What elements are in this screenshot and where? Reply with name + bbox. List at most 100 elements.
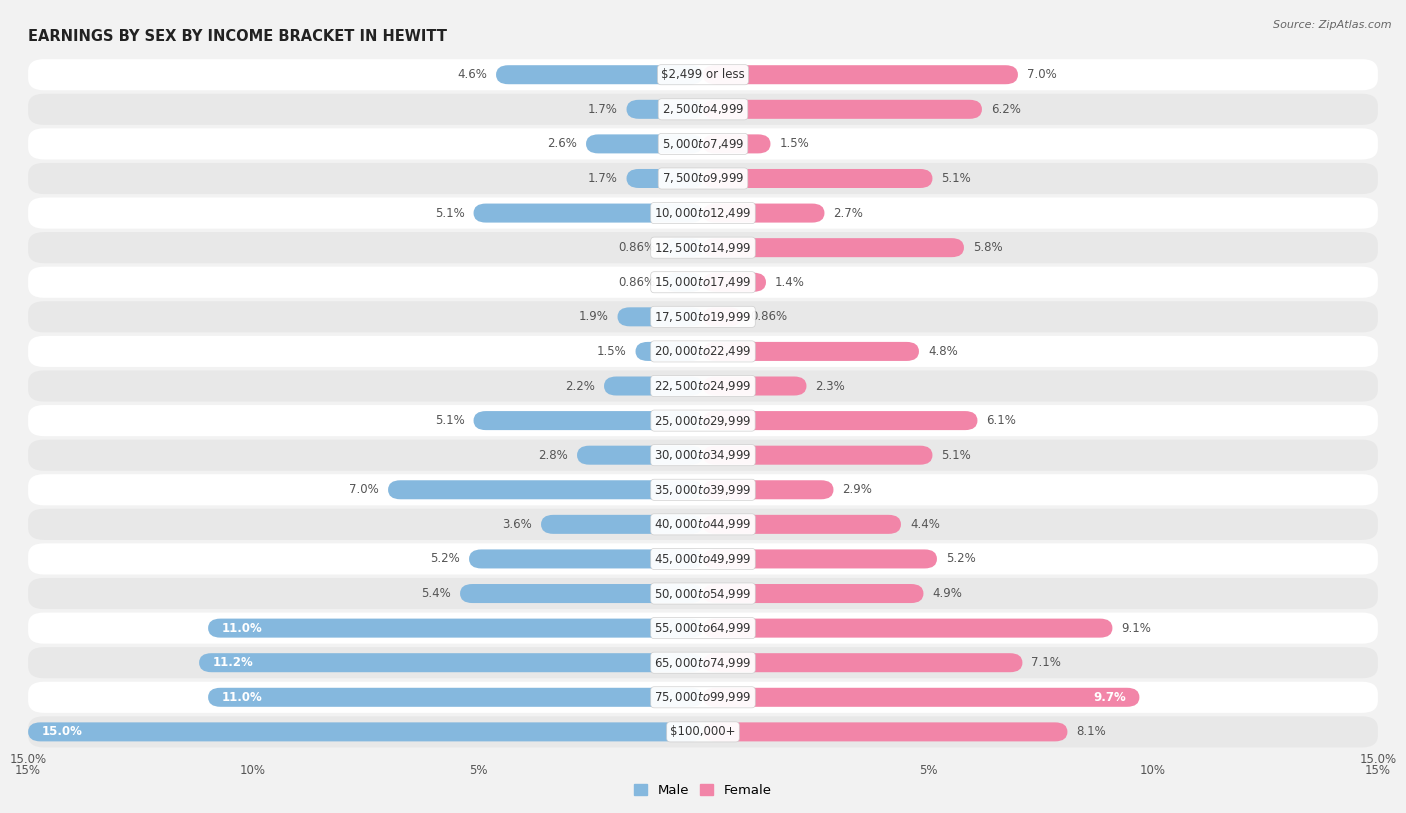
FancyBboxPatch shape: [617, 307, 703, 326]
FancyBboxPatch shape: [664, 238, 703, 257]
FancyBboxPatch shape: [703, 134, 770, 154]
FancyBboxPatch shape: [576, 446, 703, 465]
FancyBboxPatch shape: [470, 550, 703, 568]
Legend: Male, Female: Male, Female: [628, 779, 778, 802]
FancyBboxPatch shape: [586, 134, 703, 154]
FancyBboxPatch shape: [28, 682, 1378, 713]
Text: 2.9%: 2.9%: [842, 483, 872, 496]
Text: 5.1%: 5.1%: [942, 449, 972, 462]
FancyBboxPatch shape: [28, 647, 1378, 678]
Text: 1.4%: 1.4%: [775, 276, 804, 289]
FancyBboxPatch shape: [605, 376, 703, 395]
Text: $17,500 to $19,999: $17,500 to $19,999: [654, 310, 752, 324]
FancyBboxPatch shape: [664, 272, 703, 292]
FancyBboxPatch shape: [28, 93, 1378, 125]
Text: 3.6%: 3.6%: [502, 518, 531, 531]
FancyBboxPatch shape: [28, 405, 1378, 436]
FancyBboxPatch shape: [200, 653, 703, 672]
Text: $10,000 to $12,499: $10,000 to $12,499: [654, 206, 752, 220]
FancyBboxPatch shape: [703, 65, 1018, 85]
FancyBboxPatch shape: [703, 342, 920, 361]
Text: 1.5%: 1.5%: [596, 345, 627, 358]
Text: 6.2%: 6.2%: [991, 102, 1021, 115]
Text: $15,000 to $17,499: $15,000 to $17,499: [654, 276, 752, 289]
FancyBboxPatch shape: [460, 584, 703, 603]
FancyBboxPatch shape: [28, 336, 1378, 367]
Text: 15.0%: 15.0%: [42, 725, 83, 738]
FancyBboxPatch shape: [703, 376, 807, 395]
FancyBboxPatch shape: [703, 688, 1139, 706]
FancyBboxPatch shape: [703, 307, 742, 326]
FancyBboxPatch shape: [703, 272, 766, 292]
FancyBboxPatch shape: [28, 302, 1378, 333]
Text: $22,500 to $24,999: $22,500 to $24,999: [654, 379, 752, 393]
FancyBboxPatch shape: [474, 411, 703, 430]
FancyBboxPatch shape: [703, 100, 981, 119]
FancyBboxPatch shape: [28, 543, 1378, 575]
FancyBboxPatch shape: [28, 59, 1378, 90]
Text: $40,000 to $44,999: $40,000 to $44,999: [654, 517, 752, 532]
Text: EARNINGS BY SEX BY INCOME BRACKET IN HEWITT: EARNINGS BY SEX BY INCOME BRACKET IN HEW…: [28, 28, 447, 44]
FancyBboxPatch shape: [496, 65, 703, 85]
FancyBboxPatch shape: [28, 440, 1378, 471]
FancyBboxPatch shape: [636, 342, 703, 361]
Text: $45,000 to $49,999: $45,000 to $49,999: [654, 552, 752, 566]
Text: 6.1%: 6.1%: [987, 414, 1017, 427]
Text: $100,000+: $100,000+: [671, 725, 735, 738]
Text: 2.3%: 2.3%: [815, 380, 845, 393]
Text: 0.86%: 0.86%: [751, 311, 787, 324]
FancyBboxPatch shape: [208, 619, 703, 637]
Text: $25,000 to $29,999: $25,000 to $29,999: [654, 414, 752, 428]
Text: 1.9%: 1.9%: [579, 311, 609, 324]
Text: $2,500 to $4,999: $2,500 to $4,999: [662, 102, 744, 116]
Text: 1.7%: 1.7%: [588, 172, 617, 185]
Text: 4.9%: 4.9%: [932, 587, 962, 600]
Text: 1.7%: 1.7%: [588, 102, 617, 115]
Text: 4.8%: 4.8%: [928, 345, 957, 358]
FancyBboxPatch shape: [703, 203, 824, 223]
FancyBboxPatch shape: [703, 169, 932, 188]
Text: 2.8%: 2.8%: [538, 449, 568, 462]
FancyBboxPatch shape: [28, 612, 1378, 644]
FancyBboxPatch shape: [28, 578, 1378, 609]
Text: 2.6%: 2.6%: [547, 137, 576, 150]
Text: $65,000 to $74,999: $65,000 to $74,999: [654, 656, 752, 670]
Text: 8.1%: 8.1%: [1077, 725, 1107, 738]
FancyBboxPatch shape: [541, 515, 703, 534]
Text: 9.7%: 9.7%: [1094, 691, 1126, 704]
Text: $12,500 to $14,999: $12,500 to $14,999: [654, 241, 752, 254]
Text: 15.0%: 15.0%: [1360, 754, 1396, 767]
Text: 5.1%: 5.1%: [434, 207, 464, 220]
FancyBboxPatch shape: [28, 371, 1378, 402]
FancyBboxPatch shape: [28, 232, 1378, 263]
Text: Source: ZipAtlas.com: Source: ZipAtlas.com: [1274, 20, 1392, 30]
FancyBboxPatch shape: [28, 474, 1378, 506]
FancyBboxPatch shape: [627, 169, 703, 188]
Text: 2.7%: 2.7%: [834, 207, 863, 220]
FancyBboxPatch shape: [28, 267, 1378, 298]
Text: 5.8%: 5.8%: [973, 241, 1002, 254]
Text: $75,000 to $99,999: $75,000 to $99,999: [654, 690, 752, 704]
Text: 5.1%: 5.1%: [434, 414, 464, 427]
FancyBboxPatch shape: [388, 480, 703, 499]
Text: 11.0%: 11.0%: [222, 622, 263, 635]
FancyBboxPatch shape: [28, 128, 1378, 159]
FancyBboxPatch shape: [703, 550, 936, 568]
Text: 15.0%: 15.0%: [10, 754, 46, 767]
FancyBboxPatch shape: [474, 203, 703, 223]
Text: 7.0%: 7.0%: [1026, 68, 1057, 81]
Text: 5.4%: 5.4%: [422, 587, 451, 600]
FancyBboxPatch shape: [28, 509, 1378, 540]
FancyBboxPatch shape: [28, 198, 1378, 228]
Text: $2,499 or less: $2,499 or less: [661, 68, 745, 81]
Text: 0.86%: 0.86%: [619, 276, 655, 289]
Text: $30,000 to $34,999: $30,000 to $34,999: [654, 448, 752, 462]
FancyBboxPatch shape: [703, 480, 834, 499]
Text: $35,000 to $39,999: $35,000 to $39,999: [654, 483, 752, 497]
Text: 5.1%: 5.1%: [942, 172, 972, 185]
FancyBboxPatch shape: [703, 446, 932, 465]
Text: 2.2%: 2.2%: [565, 380, 595, 393]
FancyBboxPatch shape: [703, 411, 977, 430]
FancyBboxPatch shape: [627, 100, 703, 119]
FancyBboxPatch shape: [703, 238, 965, 257]
